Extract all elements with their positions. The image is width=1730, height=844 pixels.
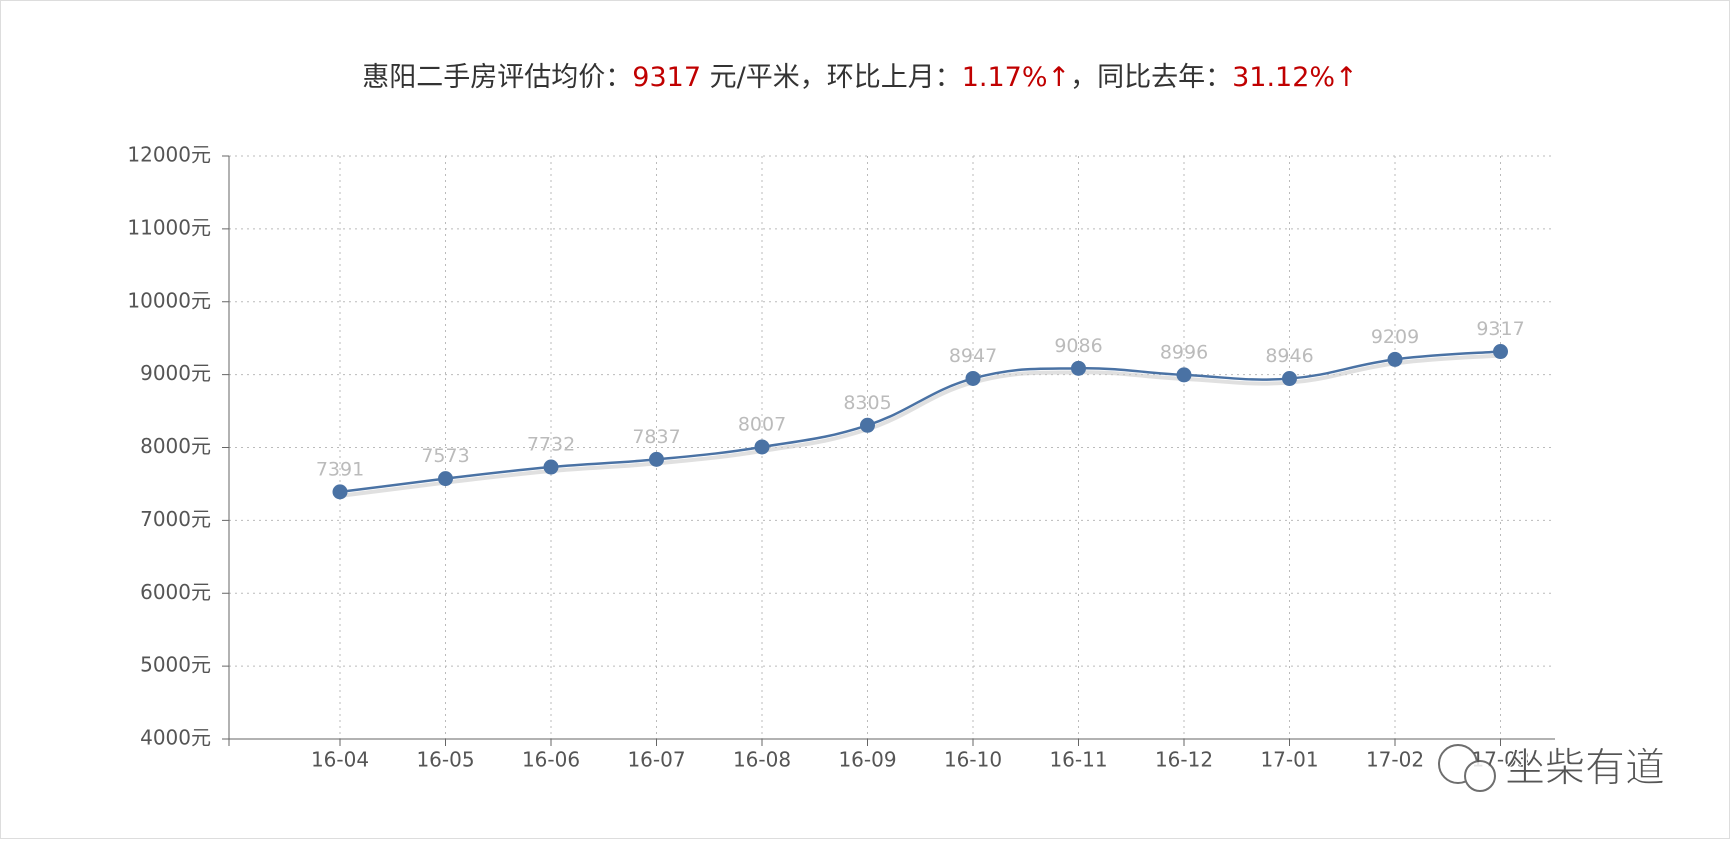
point — [1387, 351, 1403, 367]
point — [332, 484, 348, 500]
y-tick-label: 10000元 — [127, 288, 211, 312]
x-tick-label: 16-11 — [1049, 748, 1107, 772]
x-tick-label: 16-08 — [733, 748, 791, 772]
point — [1493, 344, 1508, 360]
point — [754, 439, 770, 455]
value-label: 8305 — [843, 392, 891, 414]
value-label: 9317 — [1476, 318, 1524, 340]
value-label: 8007 — [738, 413, 786, 435]
point — [1176, 367, 1192, 383]
chart-title: 惠阳二手房评估均价：9317 元/平米，环比上月：1.17%↑，同比去年：31.… — [362, 62, 1357, 93]
y-tick-label: 11000元 — [127, 215, 211, 239]
title-part: 1.17%↑ — [962, 62, 1070, 93]
x-tick-label: 16-06 — [522, 748, 580, 772]
y-tick-label: 7000元 — [140, 507, 211, 531]
y-tick-label: 12000元 — [127, 143, 211, 167]
y-tick-label: 6000元 — [140, 580, 211, 604]
line — [339, 350, 1501, 494]
point — [860, 417, 875, 433]
y-tick-label: 9000元 — [140, 361, 211, 385]
title-part: 9317 — [632, 62, 701, 93]
value-label: 7837 — [632, 426, 680, 448]
title-part: ，同比去年： — [1070, 62, 1232, 93]
wechat-bubble — [1464, 760, 1496, 792]
value-label: 8946 — [1265, 345, 1313, 367]
point — [543, 459, 559, 475]
y-tick-label: 5000元 — [140, 653, 211, 677]
watermark-icon — [1438, 744, 1496, 792]
x-tick-label: 17-01 — [1260, 748, 1318, 772]
x-tick-label: 16-10 — [944, 748, 1002, 772]
title-part: 惠阳二手房评估均价： — [362, 62, 632, 93]
x-tick-label: 16-07 — [627, 748, 685, 772]
point — [1282, 371, 1297, 387]
title-part: 元/平米，环比上月： — [701, 62, 962, 93]
x-tick-label: 16-05 — [416, 748, 474, 772]
point — [965, 370, 981, 386]
point — [1071, 360, 1086, 376]
point — [438, 471, 453, 487]
x-tick-label: 16-09 — [838, 748, 896, 772]
point — [649, 451, 664, 467]
value-label: 9086 — [1054, 335, 1102, 357]
x-tick-label: 16-12 — [1155, 748, 1213, 772]
y-tick-label: 8000元 — [140, 434, 211, 458]
value-label: 8947 — [949, 345, 997, 367]
y-tick-label: 4000元 — [140, 726, 211, 750]
value-label: 7732 — [527, 434, 575, 456]
x-tick-label: 17-02 — [1366, 748, 1424, 772]
value-label: 7391 — [316, 458, 364, 480]
line-shadow — [339, 353, 1501, 498]
value-label: 9209 — [1371, 326, 1419, 348]
value-label: 8996 — [1160, 341, 1208, 363]
value-label: 7573 — [421, 445, 469, 467]
x-tick-label: 16-04 — [311, 748, 369, 772]
title-part: 31.12%↑ — [1232, 62, 1358, 93]
watermark: 坐柴有道 — [1505, 745, 1665, 791]
